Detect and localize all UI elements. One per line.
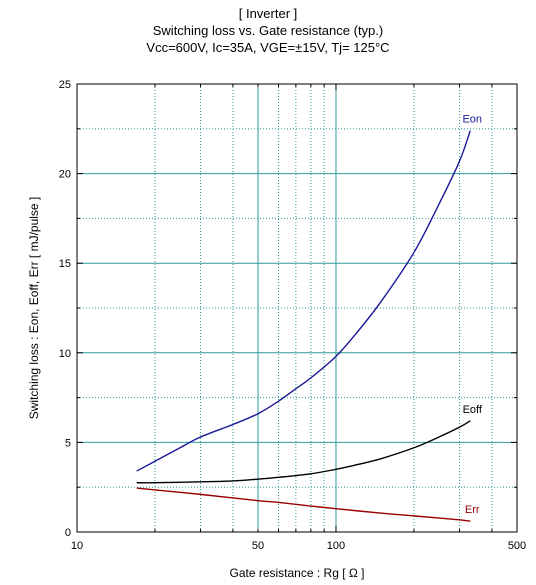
chart-title-line-1: [ Inverter ] [238, 6, 298, 21]
y-tick-label: 0 [65, 527, 71, 539]
grid [77, 84, 517, 532]
x-tick-label: 100 [327, 540, 345, 552]
x-tick-label: 10 [71, 540, 83, 552]
series-label-eoff: Eoff [463, 404, 483, 416]
chart-title-line-3: Vcc=600V, Ic=35A, VGE=±15V, Tj= 125°C [146, 40, 390, 55]
y-tick-label: 20 [59, 169, 71, 181]
y-tick-label: 5 [65, 437, 71, 449]
y-tick-label: 10 [59, 348, 71, 360]
y-tick-label: 25 [59, 79, 71, 91]
series-label-err: Err [465, 504, 480, 516]
axis-labels: 0 5 10 15 20 25 10 50 100 500 [59, 79, 526, 552]
series-line-err [136, 487, 471, 522]
series-lines: Eon Eoff Err [136, 114, 483, 522]
series-line-eon [136, 130, 471, 472]
y-axis-title: Switching loss : Eon, Eoff, Err [ mJ/pul… [27, 197, 41, 420]
x-tick-label: 50 [252, 540, 264, 552]
x-tick-label: 500 [508, 540, 526, 552]
series-line-eoff [136, 420, 471, 484]
x-axis-title: Gate resistance : Rg [ Ω ] [229, 566, 364, 580]
y-tick-label: 15 [59, 258, 71, 270]
chart-title-line-2: Switching loss vs. Gate resistance (typ.… [152, 23, 384, 38]
axis-ticks [76, 83, 518, 533]
series-label-eon: Eon [462, 114, 482, 126]
